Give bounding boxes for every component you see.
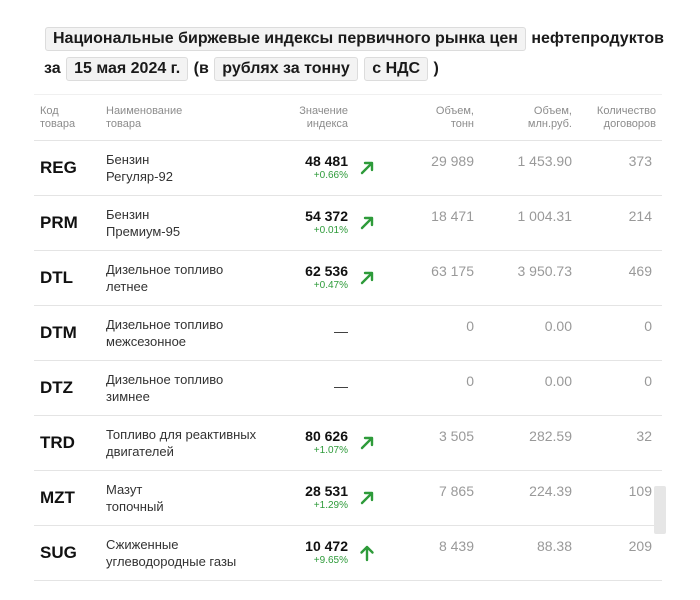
- product-name: Дизельное топливо межсезонное: [106, 317, 224, 349]
- col-header-contracts: Количество договоров: [596, 105, 656, 130]
- table-row: DTZ Дизельное топливо зимнее — 0 0.00 0: [34, 361, 662, 416]
- table-header: Код товара Наименование товара Значение инд…: [34, 94, 662, 141]
- product-code: DTL: [40, 268, 74, 287]
- arrow-up-right-icon: [360, 491, 374, 505]
- volume-tons: 18 471: [431, 208, 474, 224]
- arrow-up-right-icon: [360, 161, 374, 175]
- volume-rub: 282.59: [529, 428, 572, 444]
- index-value: 48 481 +0.66%: [305, 153, 348, 181]
- volume-rub: 1 453.90: [517, 153, 573, 169]
- index-value: 80 626 +1.07%: [305, 428, 348, 456]
- heading-prefix: за: [44, 60, 61, 77]
- vat-selector[interactable]: с НДС: [364, 57, 429, 81]
- volume-rub: 88.38: [536, 538, 572, 554]
- contracts-count: 109: [628, 483, 652, 499]
- product-code: REG: [40, 158, 77, 177]
- arrow-up-right-icon: [360, 216, 374, 230]
- index-value: 10 472 +9.65%: [305, 538, 348, 566]
- contracts-count: 0: [644, 373, 652, 389]
- index-change: +1.29%: [313, 500, 348, 511]
- contracts-count: 469: [628, 263, 652, 279]
- index-title-chip: Национальные биржевые индексы первичного…: [45, 27, 526, 51]
- heading-paren-close: ): [433, 60, 439, 77]
- product-code: DTZ: [40, 378, 74, 397]
- table-row: REG Бензин Регуляр-92 48 481 +0.66% 29 989 1 4…: [34, 141, 662, 196]
- index-value: 28 531 +1.29%: [305, 483, 348, 511]
- index-change: +0.66%: [313, 170, 348, 181]
- table-row: DTL Дизельное топливо летнее 62 536 +0.47% 63…: [34, 251, 662, 306]
- contracts-count: 373: [628, 153, 652, 169]
- index-change: +1.07%: [313, 445, 348, 456]
- product-name: Дизельное топливо зимнее: [106, 372, 224, 404]
- product-name: Топливо для реактивных двигателей: [106, 427, 257, 459]
- volume-tons: 63 175: [431, 263, 474, 279]
- volume-tons: 29 989: [431, 153, 474, 169]
- contracts-count: 214: [628, 208, 652, 224]
- product-name: Мазут топочный: [106, 482, 164, 514]
- index-value: 54 372 +0.01%: [305, 208, 348, 236]
- heading-paren-open: (в: [193, 60, 209, 77]
- index-change: +0.01%: [313, 225, 348, 236]
- volume-tons: 3 505: [438, 428, 474, 444]
- volume-rub: 0.00: [544, 373, 572, 389]
- table-row: SUG Сжиженные углеводородные газы 10 472 +9.…: [34, 526, 662, 581]
- volume-rub: 1 004.31: [517, 208, 573, 224]
- product-name: Бензин Регуляр-92: [106, 152, 173, 184]
- contracts-count: 209: [628, 538, 652, 554]
- table-row: DTM Дизельное топливо межсезонное — 0 0.00 0: [34, 306, 662, 361]
- index-change: +9.65%: [313, 555, 348, 566]
- arrow-up-right-icon: [360, 271, 374, 285]
- unit-selector[interactable]: рублях за тонну: [214, 57, 358, 81]
- index-value-empty: —: [334, 378, 348, 394]
- col-header-value: Значение индекса: [299, 105, 348, 130]
- volume-rub: 0.00: [544, 318, 572, 334]
- page-heading: Национальные биржевые индексы первичного…: [44, 24, 664, 84]
- scrollbar-thumb[interactable]: [654, 486, 666, 534]
- table-row: MZT Мазут топочный 28 531 +1.29% 7 865 224.39 1…: [34, 471, 662, 526]
- product-code: MZT: [40, 488, 75, 507]
- table-row: TRD Топливо для реактивных двигателей 80 62…: [34, 416, 662, 471]
- index-value-empty: —: [334, 323, 348, 339]
- product-code: TRD: [40, 433, 75, 452]
- product-code: PRM: [40, 213, 78, 232]
- arrow-up-icon: [360, 545, 374, 562]
- arrow-up-right-icon: [360, 436, 374, 450]
- col-header-volume-rub: Объем, млн.руб.: [527, 105, 572, 130]
- volume-tons: 0: [466, 318, 474, 334]
- product-name: Бензин Премиум-95: [106, 207, 181, 239]
- volume-rub: 3 950.73: [517, 263, 573, 279]
- volume-rub: 224.39: [529, 483, 572, 499]
- col-header-volume-tons: Объем, тонн: [435, 105, 474, 130]
- index-value: 62 536 +0.47%: [305, 263, 348, 291]
- contracts-count: 0: [644, 318, 652, 334]
- product-code: DTM: [40, 323, 77, 342]
- col-header-code: Код товара: [40, 105, 76, 130]
- col-header-name: Наименование товара: [106, 105, 183, 130]
- product-name: Сжиженные углеводородные газы: [106, 537, 237, 569]
- index-table: Код товара Наименование товара Значение инд…: [34, 94, 662, 581]
- contracts-count: 32: [636, 428, 652, 444]
- volume-tons: 8 439: [438, 538, 474, 554]
- index-change: +0.47%: [313, 280, 348, 291]
- date-selector[interactable]: 15 мая 2024 г.: [66, 57, 189, 81]
- table-body: REG Бензин Регуляр-92 48 481 +0.66% 29 989 1 4…: [34, 141, 662, 581]
- product-code: SUG: [40, 543, 77, 562]
- volume-tons: 0: [466, 373, 474, 389]
- table-row: PRM Бензин Премиум-95 54 372 +0.01% 18 471 1 0…: [34, 196, 662, 251]
- product-name: Дизельное топливо летнее: [106, 262, 224, 294]
- volume-tons: 7 865: [438, 483, 474, 499]
- heading-suffix: нефтепродуктов: [531, 30, 664, 47]
